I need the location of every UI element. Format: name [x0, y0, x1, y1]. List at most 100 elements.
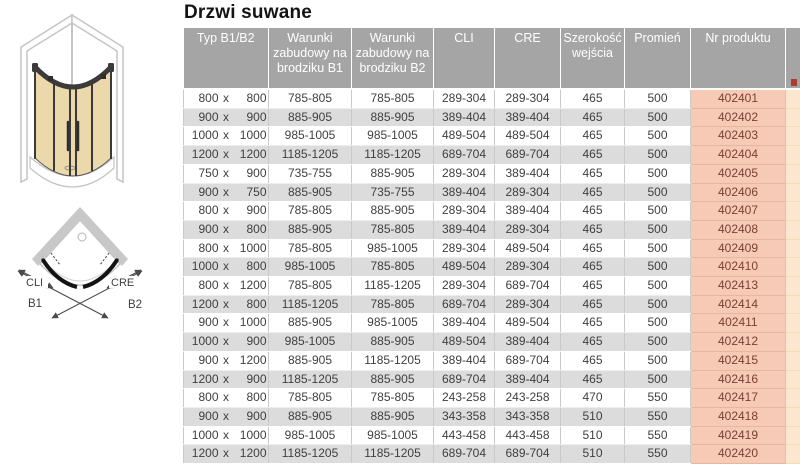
cell-promien: 500 [624, 89, 691, 109]
cell-promien: 550 [624, 444, 691, 465]
cell-cutoff [785, 351, 800, 371]
cell-szerokosc: 465 [560, 313, 625, 334]
door-handles [66, 120, 80, 152]
cell-szerokosc: 465 [560, 332, 625, 352]
cell-typ: 800 x 900 [183, 201, 269, 221]
cli-label-bg [24, 276, 48, 288]
table-row: 1000 x 1000 985-1005 985-1005 443-458 443-458 5… [183, 426, 800, 446]
door-frame-lines [34, 67, 112, 176]
cell-warunki-b2: 1185-1205 [351, 145, 434, 165]
cell-cre: 489-504 [494, 313, 561, 334]
table-row: 1200 x 800 1185-1205 785-805 689-704 289-304 46… [183, 295, 800, 315]
cell-warunki-b1: 885-905 [268, 183, 352, 203]
cell-cutoff [785, 370, 800, 390]
cell-warunki-b1: 785-805 [268, 89, 352, 109]
cell-typ: 1200 x 900 [183, 370, 269, 390]
cell-promien: 500 [624, 313, 691, 334]
cell-szerokosc: 510 [560, 426, 625, 446]
cell-szerokosc: 465 [560, 295, 625, 315]
arc-end-left [41, 258, 45, 262]
cell-cre: 689-704 [494, 276, 561, 296]
cell-szerokosc: 465 [560, 370, 625, 390]
cell-warunki-b1: 1185-1205 [268, 370, 352, 390]
table-row: 900 x 900 885-905 885-905 343-358 343-358 510 55… [183, 407, 800, 427]
cell-warunki-b2: 885-905 [351, 407, 434, 427]
header-warunki-b2: Warunki zabudowy na brodziku B2 [351, 28, 434, 90]
cell-nr-produktu: 402419 [690, 426, 786, 446]
cell-cutoff [785, 257, 800, 278]
table-row: 800 x 800 785-805 785-805 289-304 289-304 465 50… [183, 89, 800, 109]
cell-szerokosc: 465 [560, 351, 625, 371]
cell-warunki-b2: 885-905 [351, 164, 434, 184]
cell-szerokosc: 510 [560, 444, 625, 465]
cell-szerokosc: 510 [560, 407, 625, 427]
cell-cutoff [785, 183, 800, 203]
cell-cre: 389-404 [494, 332, 561, 352]
cell-cre: 689-704 [494, 444, 561, 465]
cell-cutoff [785, 108, 800, 128]
cell-warunki-b2: 785-805 [351, 220, 434, 240]
cell-typ: 1000 x 800 [183, 257, 269, 278]
cell-promien: 500 [624, 276, 691, 296]
cell-nr-produktu: 402402 [690, 108, 786, 128]
header-szerokosc: Szerokość wejścia [560, 28, 625, 90]
cell-szerokosc: 465 [560, 145, 625, 165]
cell-warunki-b2: 1185-1205 [351, 351, 434, 371]
table-row: 1000 x 1000 985-1005 985-1005 489-504 489-504 4… [183, 126, 800, 147]
cell-cutoff [785, 276, 800, 296]
cell-warunki-b2: 985-1005 [351, 239, 434, 259]
cell-warunki-b1: 985-1005 [268, 126, 352, 147]
cell-nr-produktu: 402401 [690, 89, 786, 109]
cell-cli: 343-358 [433, 407, 495, 427]
cell-cli: 689-704 [433, 145, 495, 165]
table-row: 1000 x 900 985-1005 885-905 489-504 389-404 465… [183, 332, 800, 352]
cell-promien: 500 [624, 332, 691, 352]
plan-tray [38, 218, 122, 286]
cell-cli: 389-404 [433, 351, 495, 371]
cell-cutoff [785, 239, 800, 259]
cell-szerokosc: 465 [560, 276, 625, 296]
plan-right-wall [80, 207, 128, 266]
cell-warunki-b1: 885-905 [268, 220, 352, 240]
cell-promien: 500 [624, 295, 691, 315]
cell-cli: 243-258 [433, 388, 495, 408]
cell-nr-produktu: 402404 [690, 145, 786, 165]
cell-cre: 489-504 [494, 239, 561, 259]
cell-typ: 1200 x 800 [183, 295, 269, 315]
plan-left-wall [32, 207, 80, 266]
right-wall [71, 13, 124, 184]
cell-nr-produktu: 402416 [690, 370, 786, 390]
cell-promien: 500 [624, 183, 691, 203]
table-row: 750 x 900 735-755 885-905 289-304 389-404 465 50… [183, 164, 800, 184]
cell-warunki-b2: 885-905 [351, 332, 434, 352]
cell-warunki-b1: 785-805 [268, 201, 352, 221]
cell-nr-produktu: 402412 [690, 332, 786, 352]
cell-cli: 489-504 [433, 257, 495, 278]
plan-view-diagram: CLI CRE B1 B2 [17, 207, 144, 319]
cell-nr-produktu: 402408 [690, 220, 786, 240]
cell-nr-produktu: 402405 [690, 164, 786, 184]
cell-promien: 550 [624, 388, 691, 408]
cell-szerokosc: 465 [560, 108, 625, 128]
cell-warunki-b1: 885-905 [268, 313, 352, 334]
cell-warunki-b2: 785-805 [351, 89, 434, 109]
cell-cli: 389-404 [433, 313, 495, 334]
cell-warunki-b1: 885-905 [268, 108, 352, 128]
arc-end-right [115, 258, 119, 262]
cell-promien: 500 [624, 108, 691, 128]
cell-cutoff [785, 126, 800, 147]
cell-cre: 689-704 [494, 351, 561, 371]
cell-cli: 443-458 [433, 426, 495, 446]
b2-label: B2 [128, 299, 142, 311]
cell-warunki-b2: 885-905 [351, 201, 434, 221]
cell-warunki-b1: 1185-1205 [268, 295, 352, 315]
cell-cli: 689-704 [433, 444, 495, 465]
cell-typ: 900 x 900 [183, 108, 269, 128]
table-row: 900 x 900 885-905 885-905 389-404 389-404 465 50… [183, 108, 800, 128]
cell-cutoff [785, 201, 800, 221]
cell-warunki-b2: 785-805 [351, 295, 434, 315]
cell-typ: 1200 x 1200 [183, 145, 269, 165]
cell-warunki-b1: 985-1005 [268, 257, 352, 278]
cell-cre: 389-404 [494, 201, 561, 221]
cell-cli: 289-304 [433, 164, 495, 184]
